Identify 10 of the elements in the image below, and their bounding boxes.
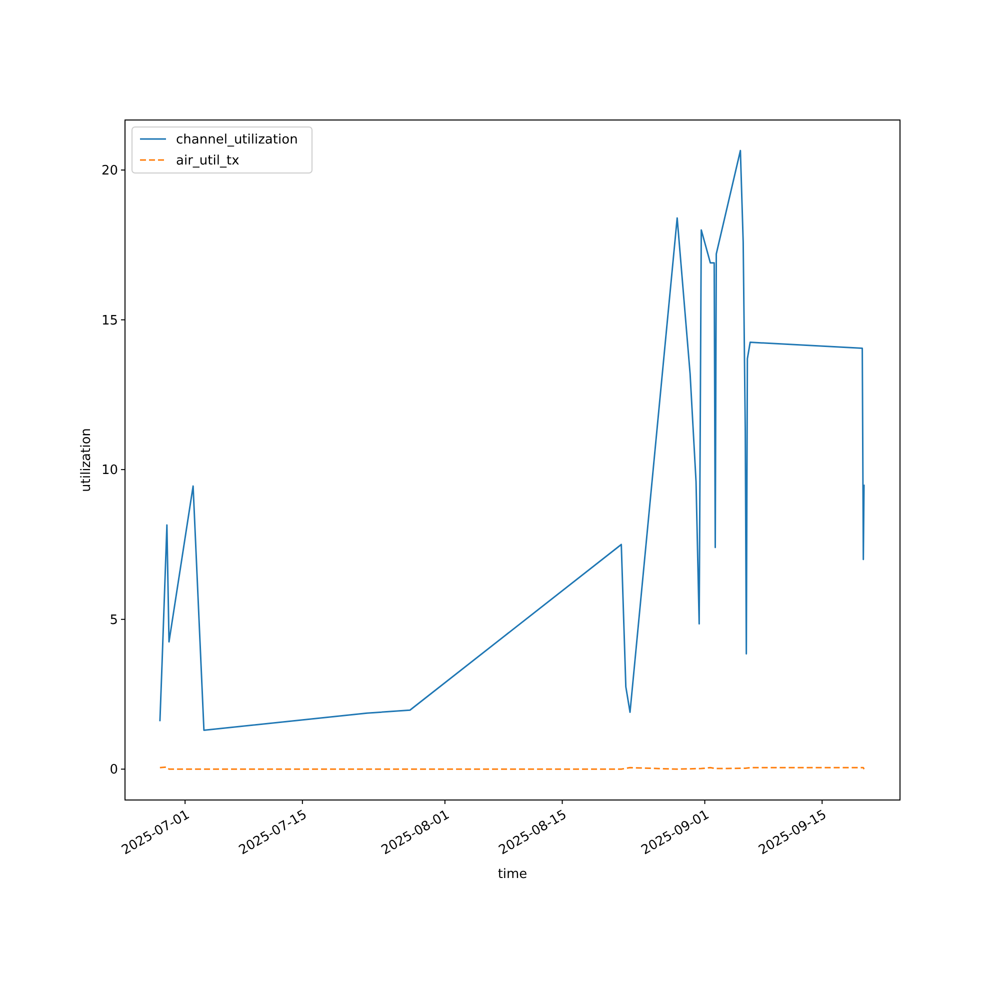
line-series: [159, 150, 865, 731]
y-tick-label: 5: [110, 612, 118, 628]
x-axis-title: time: [498, 867, 528, 882]
legend-label: channel_utilization: [176, 132, 298, 148]
y-tick-label: 0: [110, 762, 118, 778]
legend-label: air_util_tx: [176, 154, 240, 169]
y-tick-label: 15: [101, 313, 118, 328]
y-axis-title: utilization: [79, 428, 94, 492]
y-tick-label: 20: [101, 164, 118, 179]
y-tick-label: 10: [101, 463, 118, 478]
